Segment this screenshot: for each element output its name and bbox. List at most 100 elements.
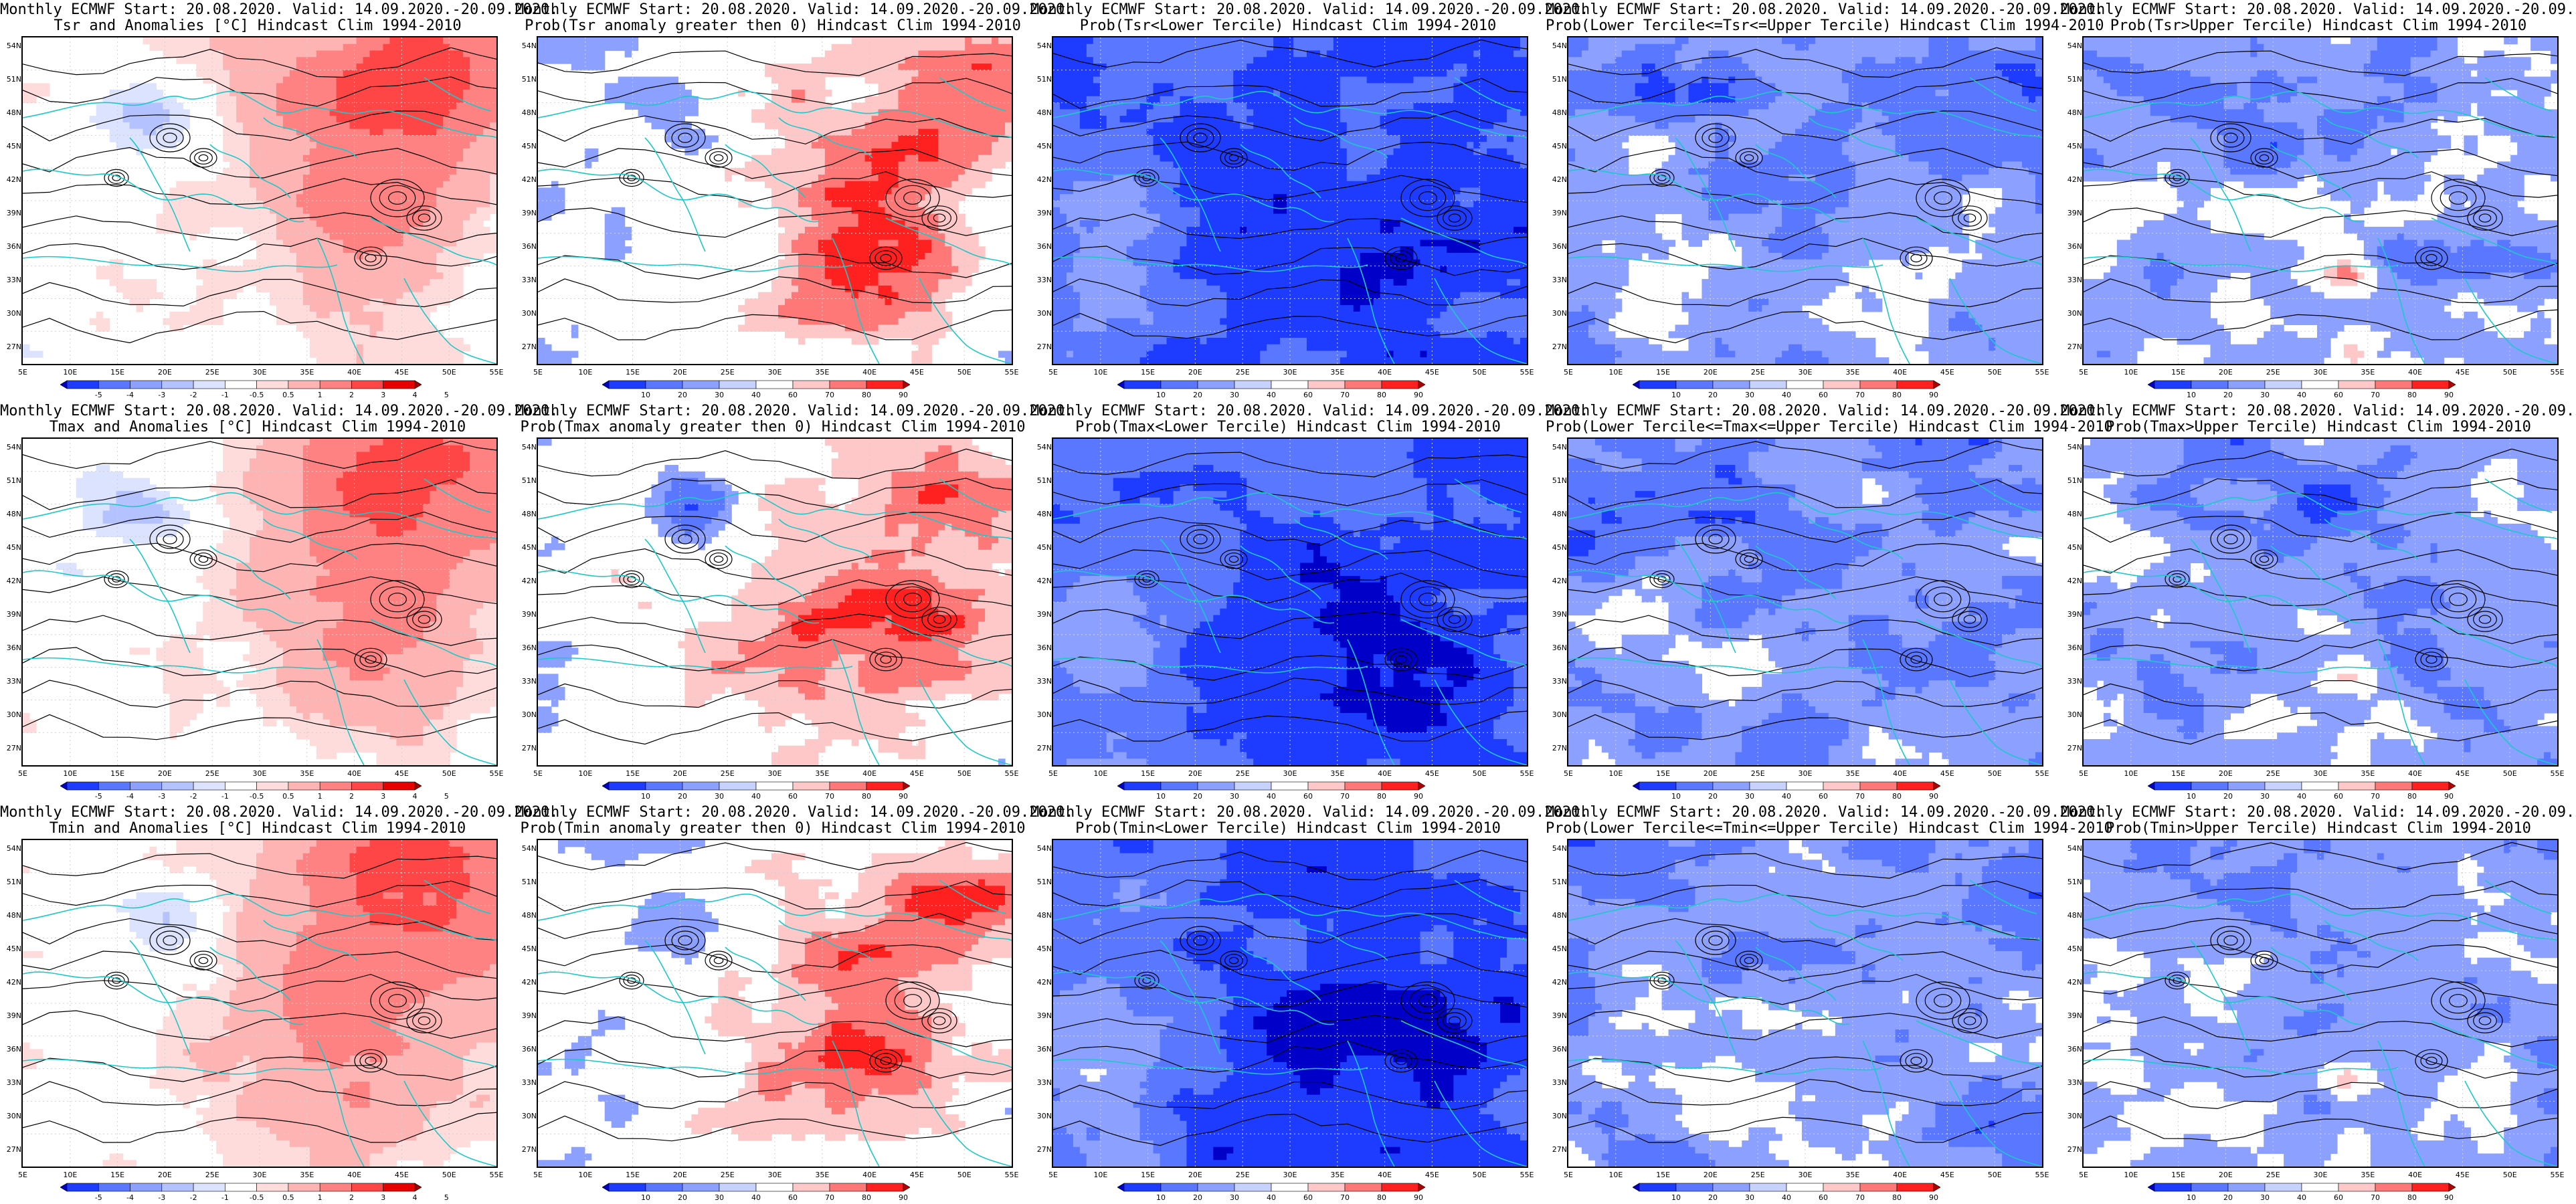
longitude-label: 40E: [1893, 1171, 1907, 1179]
panel-title-line-1: Monthly ECMWF Start: 20.08.2020. Valid: …: [0, 1, 558, 19]
field-shading: [23, 840, 496, 1167]
colorbar-tick-label: 40: [1267, 1193, 1276, 1202]
longitude-label: 15E: [110, 368, 124, 377]
colorbar: [60, 1183, 422, 1192]
longitude-label: 35E: [1330, 769, 1344, 778]
colorbar-tick-label: -3: [158, 1193, 165, 1202]
longitude-label: 40E: [1893, 368, 1907, 377]
colorbar-tick-label: -3: [158, 391, 165, 399]
colorbar-tick-label: 40: [751, 391, 761, 399]
colorbar-tick-label: 20: [2223, 391, 2233, 399]
latitude-label: 48N: [1550, 108, 1567, 117]
latitude-label: 30N: [1034, 309, 1052, 318]
longitude-label: 25E: [1751, 1171, 1765, 1179]
latitude-label: 30N: [1550, 1112, 1567, 1120]
colorbar-tick-label: 80: [1377, 1193, 1386, 1202]
longitude-label: 15E: [2171, 368, 2185, 377]
colorbar: [1633, 1183, 1940, 1192]
latitude-label: 45N: [1550, 944, 1567, 953]
latitude-label: 36N: [1550, 1045, 1567, 1054]
lat-lon-grid: [1053, 37, 1527, 364]
colorbar-tick-label: 80: [862, 792, 871, 801]
longitude-label: 10E: [578, 368, 592, 377]
longitude-label: 45E: [395, 1171, 409, 1179]
latitude-label: 36N: [1034, 242, 1052, 251]
latitude-label: 39N: [519, 1011, 537, 1020]
latitude-label: 30N: [1550, 710, 1567, 719]
coastlines: [2084, 478, 2557, 765]
colorbar-tick-label: 10: [1156, 391, 1166, 399]
forecast-panel: Monthly ECMWF Start: 20.08.2020. Valid: …: [1546, 401, 2113, 803]
longitude-label: 55E: [1005, 368, 1019, 377]
longitude-label: 25E: [721, 769, 735, 778]
colorbar-tick-label: 30: [2260, 792, 2270, 801]
longitude-label: 35E: [2361, 368, 2375, 377]
panel-title-line-1: Monthly ECMWF Start: 20.08.2020. Valid: …: [0, 804, 558, 821]
colorbar-tick-label: 60: [1819, 1193, 1828, 1202]
latitude-label: 33N: [1550, 1078, 1567, 1087]
colorbar-tick-label: 0.5: [282, 391, 294, 399]
latitude-label: 27N: [4, 1145, 21, 1154]
panel-title-line-2: Prob(Tmin anomaly greater then 0) Hindca…: [515, 820, 1030, 837]
climatology-contours: [538, 448, 1012, 745]
longitude-label: 5E: [1048, 1171, 1058, 1179]
longitude-label: 25E: [205, 368, 219, 377]
latitude-label: 51N: [1550, 75, 1567, 84]
panel-title-line-2: Tsr and Anomalies [°C] Hindcast Clim 199…: [0, 17, 515, 35]
latitude-label: 45N: [519, 944, 537, 953]
map-canvas: [23, 439, 496, 765]
colorbar: [1633, 380, 1940, 389]
map-canvas: [1053, 37, 1527, 364]
colorbar-tick-label: 60: [1303, 792, 1313, 801]
latitude-label: 42N: [1550, 978, 1567, 987]
panel-title-line-1: Monthly ECMWF Start: 20.08.2020. Valid: …: [2061, 403, 2576, 420]
latitude-label: 45N: [2065, 543, 2082, 552]
longitude-label: 25E: [721, 368, 735, 377]
colorbar-tick-label: 60: [2334, 792, 2343, 801]
panel-title-line-2: Prob(Tsr<Lower Tercile) Hindcast Clim 19…: [1030, 17, 1546, 35]
latitude-label: 30N: [2065, 1112, 2082, 1120]
latitude-label: 39N: [2065, 209, 2082, 217]
latitude-label: 39N: [1550, 1011, 1567, 1020]
latitude-label: 42N: [519, 978, 537, 987]
climatology-contours: [23, 47, 496, 344]
longitude-label: 50E: [442, 769, 456, 778]
climatology-contours: [2084, 448, 2557, 745]
colorbar-tick-label: -4: [126, 1193, 134, 1202]
colorbar-tick-label: 30: [2260, 1193, 2270, 1202]
longitude-label: 45E: [1425, 769, 1439, 778]
panel-title-line-2: Prob(Lower Tercile<=Tsr<=Upper Tercile) …: [1546, 17, 2104, 35]
latitude-label: 48N: [2065, 108, 2082, 117]
longitude-label: 40E: [862, 368, 877, 377]
latitude-label: 36N: [519, 643, 537, 652]
climatology-contours: [1053, 452, 1527, 742]
latitude-label: 36N: [4, 1045, 21, 1054]
colorbar-tick-label: 90: [1929, 1193, 1938, 1202]
longitude-label: 20E: [1188, 1171, 1202, 1179]
map-canvas: [23, 37, 496, 364]
colorbar-tick-label: 60: [1303, 1193, 1313, 1202]
climatology-contours: [23, 853, 496, 1143]
longitude-label: 10E: [1093, 1171, 1107, 1179]
forecast-panel: Monthly ECMWF Start: 20.08.2020. Valid: …: [1030, 0, 1588, 401]
latitude-label: 27N: [1034, 342, 1052, 351]
latitude-label: 48N: [519, 510, 537, 518]
latitude-label: 27N: [2065, 744, 2082, 752]
latitude-label: 42N: [1034, 978, 1052, 987]
forecast-panel: Monthly ECMWF Start: 20.08.2020. Valid: …: [2061, 0, 2576, 401]
latitude-label: 27N: [4, 342, 21, 351]
colorbar-tick-label: 5: [444, 1193, 449, 1202]
longitude-label: 40E: [347, 769, 361, 778]
latitude-label: 51N: [1550, 878, 1567, 886]
longitude-label: 35E: [2361, 1171, 2375, 1179]
colorbar-tick-label: 10: [1671, 1193, 1681, 1202]
map-area: [537, 437, 1013, 767]
latitude-label: 54N: [1550, 41, 1567, 50]
colorbar-tick-label: 80: [2407, 792, 2417, 801]
latitude-label: 36N: [4, 643, 21, 652]
longitude-label: 15E: [2171, 769, 2185, 778]
longitude-label: 25E: [2266, 1171, 2280, 1179]
latitude-label: 30N: [4, 710, 21, 719]
longitude-label: 10E: [1093, 769, 1107, 778]
colorbar-tick-label: 20: [1193, 792, 1202, 801]
